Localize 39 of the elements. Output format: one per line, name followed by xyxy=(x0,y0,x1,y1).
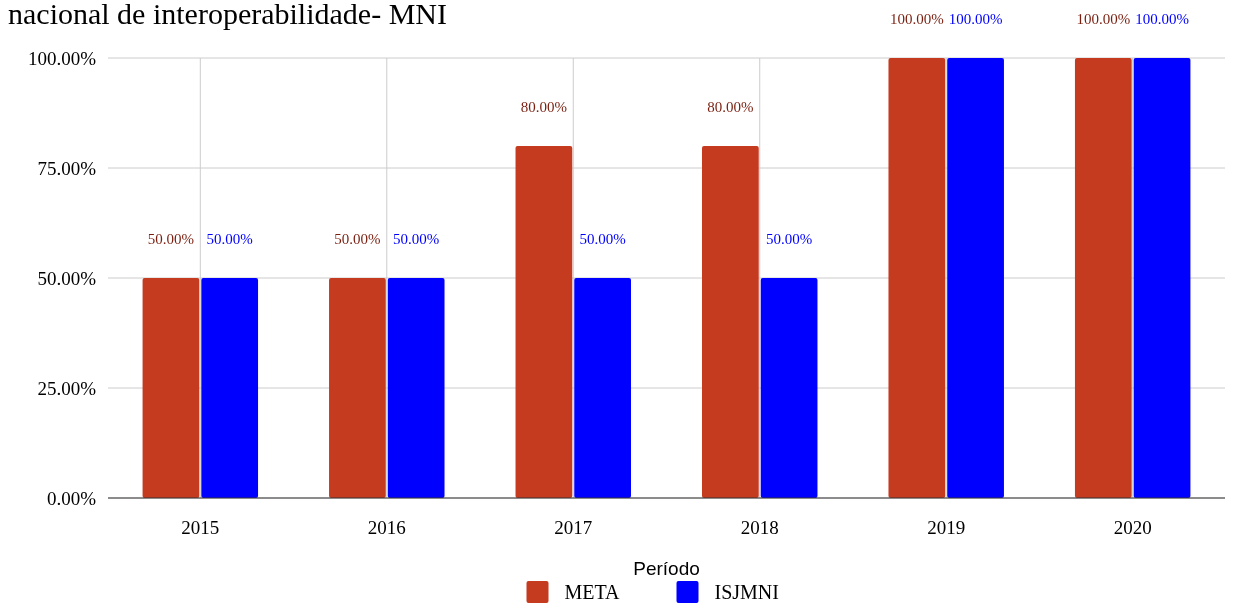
data-label: 100.00% xyxy=(889,11,944,27)
x-tick-label: 2019 xyxy=(927,517,966,538)
bar xyxy=(574,278,631,498)
bar xyxy=(201,278,259,498)
data-label: 50.00% xyxy=(579,231,626,247)
y-tick-label: 100.00% xyxy=(27,47,97,69)
legend-label: META xyxy=(564,581,621,603)
legend-label: ISJMNI xyxy=(714,581,779,603)
y-tick-label: 0.00% xyxy=(46,487,97,509)
x-tick-label: 2020 xyxy=(1113,517,1152,538)
bar xyxy=(1074,58,1132,498)
bar xyxy=(387,278,445,498)
bar xyxy=(329,278,386,498)
bar xyxy=(888,58,946,498)
x-tick-label: 2015 xyxy=(181,517,220,538)
data-label: 50.00% xyxy=(334,231,381,247)
data-label: 80.00% xyxy=(707,99,754,115)
bar xyxy=(947,58,1004,498)
x-tick-label: 2016 xyxy=(367,517,406,538)
y-tick-label: 75.00% xyxy=(37,157,97,179)
data-label: 50.00% xyxy=(393,231,440,247)
y-tick-label: 25.00% xyxy=(37,377,97,399)
bar xyxy=(760,278,818,498)
data-label: 50.00% xyxy=(765,231,813,247)
bar xyxy=(142,278,200,498)
data-label: 50.00% xyxy=(147,231,195,247)
chart-title: nacional de interoperabilidade- MNI xyxy=(8,0,447,30)
x-axis-title: Período xyxy=(633,558,700,579)
data-label: 50.00% xyxy=(206,231,253,247)
x-tick-label: 2018 xyxy=(740,517,779,538)
x-tick-label: 2017 xyxy=(554,517,593,538)
data-label: 100.00% xyxy=(948,11,1003,27)
bar xyxy=(702,146,759,498)
bar xyxy=(515,146,573,498)
y-tick-label: 50.00% xyxy=(37,267,97,289)
data-label: 100.00% xyxy=(1076,11,1131,27)
bar xyxy=(1133,58,1191,498)
data-label: 100.00% xyxy=(1135,11,1189,27)
data-label: 80.00% xyxy=(520,99,568,115)
